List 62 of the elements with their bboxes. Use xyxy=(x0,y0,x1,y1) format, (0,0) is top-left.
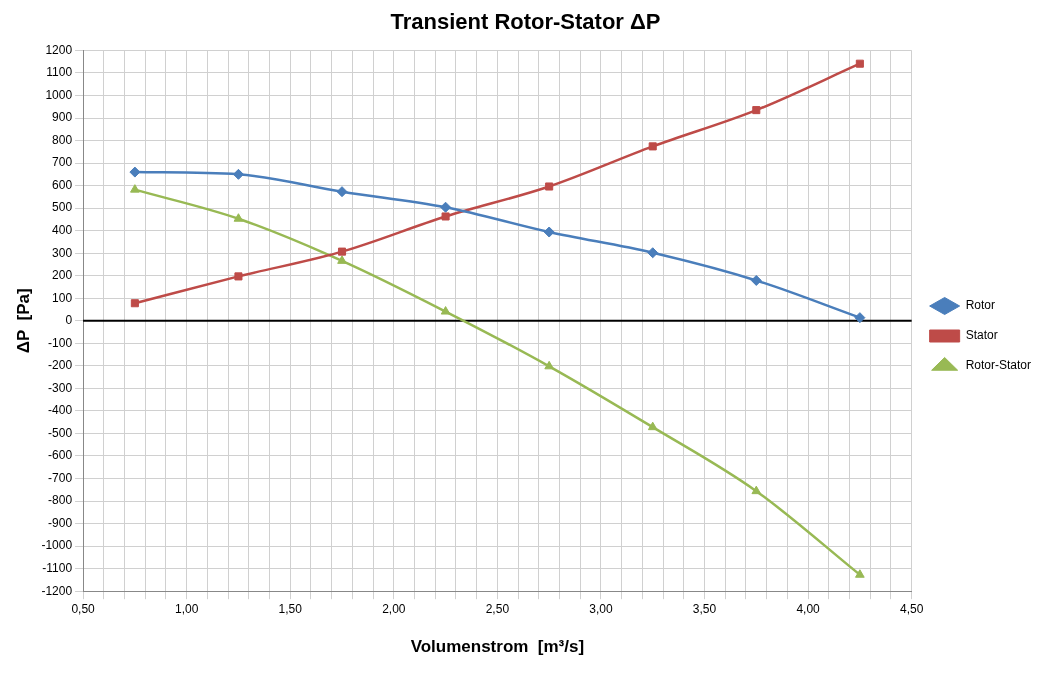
chart-title: Transient Rotor-Stator ΔP xyxy=(390,9,661,35)
point xyxy=(751,485,762,495)
x-tick-label: 1,00 xyxy=(174,601,199,616)
x-tick-label: 4,50 xyxy=(899,601,924,616)
point xyxy=(337,247,347,256)
y-axis-title: ΔP [Pa] xyxy=(13,288,33,354)
y-tick-label: 100 xyxy=(52,290,73,305)
point xyxy=(440,306,451,315)
x-axis-title: Volumenstrom [m³/s] xyxy=(410,637,585,657)
y-tick-label: 500 xyxy=(52,200,73,215)
y-tick-label: -400 xyxy=(48,403,73,418)
y-tick-label: 1000 xyxy=(45,87,73,102)
y-tick-label: 1200 xyxy=(45,42,73,57)
point xyxy=(752,106,761,115)
point xyxy=(854,312,866,324)
point xyxy=(130,184,140,193)
x-tick-label: 1,50 xyxy=(278,601,303,616)
point xyxy=(233,213,244,222)
y-tick-label: -1000 xyxy=(41,538,73,553)
point xyxy=(441,212,450,221)
x-tick-label: 3,00 xyxy=(589,601,613,616)
y-tick-label: -900 xyxy=(48,515,73,530)
legend-label: Rotor-Stator xyxy=(965,358,1031,373)
y-tick-label: 1100 xyxy=(46,65,73,80)
y-tick-label: 300 xyxy=(52,245,73,260)
legend-label: Stator xyxy=(965,328,998,343)
y-tick-label: -500 xyxy=(48,425,73,440)
y-tick-label: -800 xyxy=(48,493,73,508)
y-tick-label: -600 xyxy=(48,448,73,463)
y-tick-label: 0 xyxy=(65,313,73,328)
point xyxy=(337,255,347,264)
x-tick-label: 2,00 xyxy=(382,601,406,616)
legend-label: Rotor xyxy=(965,298,995,313)
point xyxy=(336,186,348,198)
y-tick-label: 900 xyxy=(52,110,73,125)
y-tick-label: 600 xyxy=(52,177,73,192)
x-tick-label: 0,50 xyxy=(71,601,96,616)
y-tick-label: -200 xyxy=(48,358,73,373)
y-tick-label: -700 xyxy=(48,470,73,485)
point xyxy=(648,142,657,151)
point xyxy=(544,360,554,370)
point xyxy=(647,247,659,259)
y-tick-label: 800 xyxy=(52,132,73,147)
point xyxy=(440,201,452,213)
x-tick-label: 2,50 xyxy=(485,601,510,616)
point xyxy=(545,182,554,191)
point xyxy=(855,569,865,578)
y-tick-label: -100 xyxy=(48,335,73,350)
y-tick-label: -300 xyxy=(48,380,73,395)
point xyxy=(750,274,762,286)
point xyxy=(130,299,139,308)
y-tick-label: -1200 xyxy=(41,583,73,598)
point xyxy=(855,59,864,68)
y-tick-label: 700 xyxy=(52,155,73,170)
point xyxy=(647,421,658,431)
x-tick-label: 3,50 xyxy=(692,601,717,616)
x-tick-label: 4,00 xyxy=(796,601,821,616)
y-tick-label: 400 xyxy=(52,222,73,237)
point xyxy=(543,226,555,238)
point xyxy=(234,272,243,281)
y-tick-label: -1100 xyxy=(42,560,73,575)
y-tick-label: 200 xyxy=(52,268,73,283)
